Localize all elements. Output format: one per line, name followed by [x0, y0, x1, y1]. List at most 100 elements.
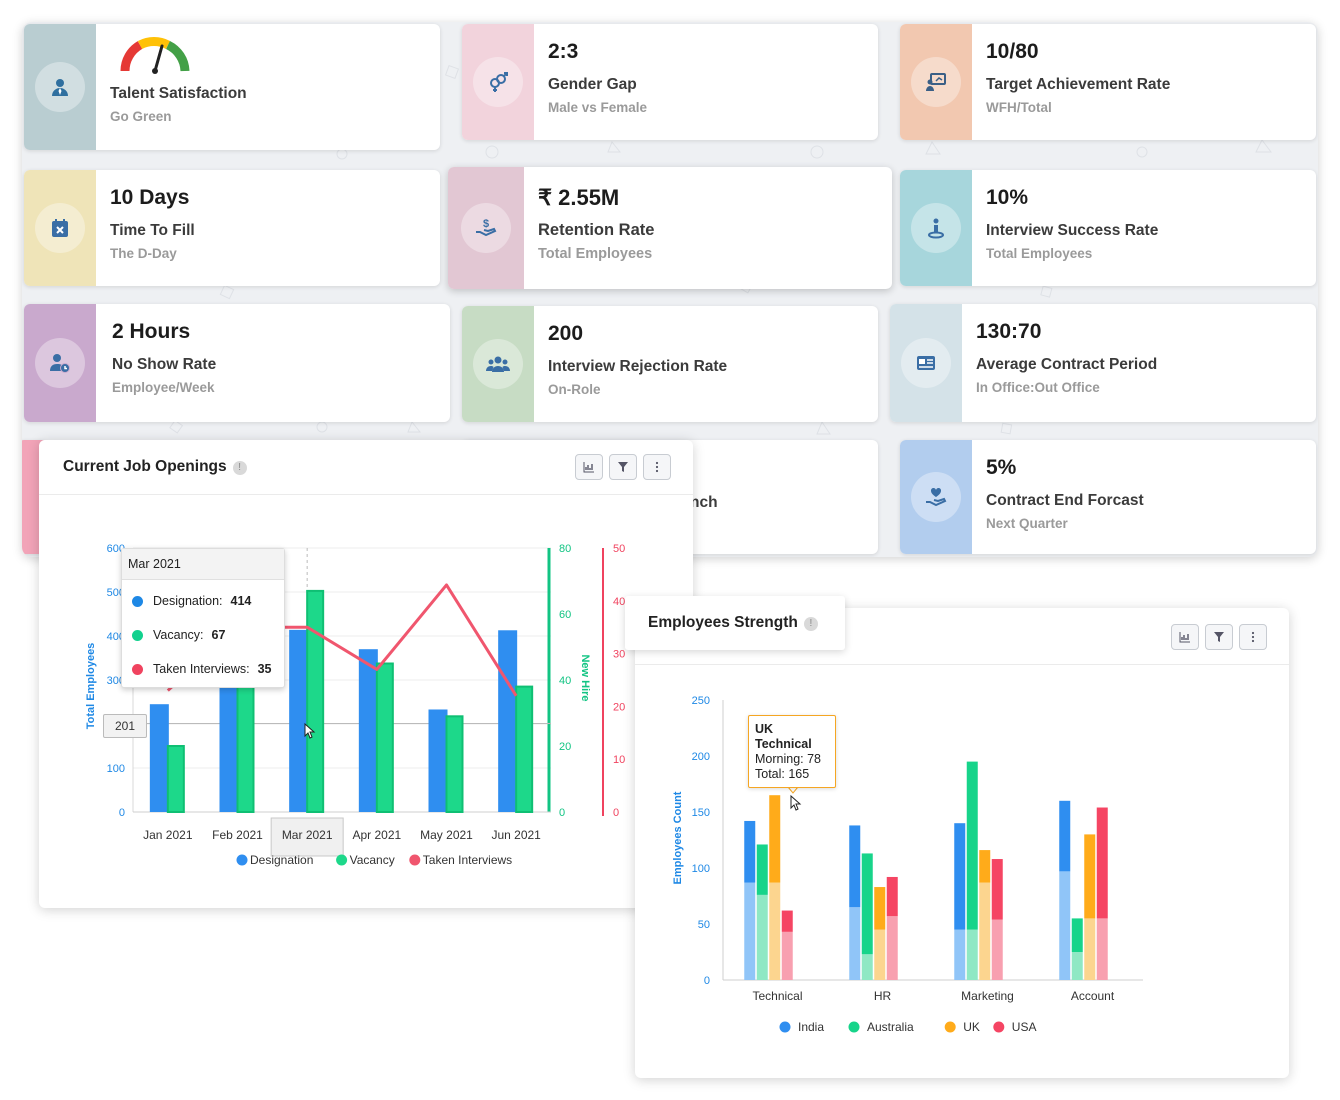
x-tick-label: HR [874, 989, 892, 1003]
bar-designation [358, 649, 378, 812]
y-tick-right: 50 [613, 543, 625, 555]
bar-uk-top [979, 850, 991, 883]
bar-vacancy [515, 685, 534, 814]
kpi-label: Interview Rejection Rate [548, 358, 728, 375]
kpi-card-no-show-rate[interactable]: 2 Hours No Show Rate Employee/Week [24, 304, 450, 422]
y-tick: 200 [692, 751, 710, 763]
job-openings-chart[interactable]: 0100200300400500600Total Employees020406… [39, 440, 693, 908]
bar-australia-top [756, 844, 768, 895]
kpi-label: Gender Gap [548, 76, 637, 93]
bar-designation [219, 675, 239, 812]
person-pin-icon [928, 218, 944, 239]
bar-uk-base [979, 882, 991, 980]
legend-marker [848, 1021, 860, 1033]
legend-marker [336, 854, 348, 866]
gender-icon [490, 72, 508, 92]
kpi-icon-panel [900, 170, 972, 286]
bar-usa-base [781, 931, 793, 980]
x-tick-label: Technical [752, 989, 802, 1003]
employees-strength-chart[interactable]: 0 50 100 150 200 250 Employees Count Technical H… [635, 608, 1289, 1078]
y-tick: 0 [704, 975, 710, 987]
presentation-icon [926, 73, 946, 91]
info-icon[interactable]: ! [232, 461, 247, 475]
kpi-icon-panel [24, 24, 96, 150]
kpi-value: 5% [986, 456, 1017, 479]
kpi-card-target-achievement[interactable]: 10/80 Target Achievement Rate WFH/Total [900, 24, 1316, 140]
kpi-icon-panel [900, 440, 972, 554]
hand-money-icon: $ [476, 218, 497, 237]
kpi-card-average-contract[interactable]: 130:70 Average Contract Period In Office… [890, 304, 1316, 422]
bar-india-base [954, 929, 966, 980]
bar-australia-base [1071, 952, 1083, 980]
kpi-sub: On-Role [548, 382, 601, 397]
kpi-sub: Total Employees [986, 246, 1093, 261]
tooltip-label: Taken Interviews: [153, 662, 250, 676]
legend-label: UK [963, 1020, 980, 1034]
y-tick: 150 [692, 807, 710, 819]
kpi-card-retention-rate[interactable]: $ ₹ 2.55M Retention Rate Total Employees [448, 167, 892, 289]
y-tick-right: 0 [613, 807, 619, 819]
legend-marker [409, 854, 421, 866]
legend-marker [779, 1021, 791, 1033]
tooltip-line2: Total: 165 [755, 767, 810, 781]
y-tick-left: 600 [107, 543, 125, 555]
x-tick-label: Feb 2021 [212, 828, 263, 842]
kpi-sub: Go Green [110, 109, 172, 124]
x-tick-label: Jan 2021 [143, 828, 193, 842]
x-tick-label: Mar 2021 [282, 828, 333, 842]
card-divider [39, 494, 693, 495]
info-icon[interactable]: ! [803, 617, 818, 631]
bar-uk-base [769, 882, 781, 980]
y-tick-right: 20 [613, 701, 625, 713]
chart-icon [583, 462, 594, 473]
chart-type-button[interactable] [575, 454, 603, 480]
users-icon [486, 356, 510, 372]
card-title: Employees Strength [648, 614, 798, 631]
bar-vacancy [375, 662, 394, 813]
kpi-label: Retention Rate [538, 221, 655, 239]
legend-marker [236, 854, 248, 866]
employees-strength-header: Employees Strength! [625, 596, 845, 650]
kpi-card-time-to-fill[interactable]: 10 Days Time To Fill The D-Day [24, 170, 440, 286]
bar-usa-base [991, 919, 1003, 980]
tooltip-rows: Designation: 414 Vacancy: 67 Taken Interview… [122, 584, 284, 686]
kpi-icon-panel [462, 24, 534, 140]
more-button[interactable] [1239, 624, 1267, 650]
bar-usa-top [991, 859, 1003, 920]
kpi-icon-panel [900, 24, 972, 140]
y-axis-label-mid: New Hire [579, 654, 591, 701]
calendar-x-icon [52, 219, 68, 237]
bar-vacancy [166, 745, 185, 813]
legend-marker [944, 1021, 956, 1033]
chart-type-button[interactable] [1171, 624, 1199, 650]
kpi-value: 10% [986, 186, 1029, 209]
y-tick-left: 100 [107, 763, 125, 775]
filter-button[interactable] [609, 454, 637, 480]
kpi-icon-panel [890, 304, 962, 422]
y-tick: 100 [692, 863, 710, 875]
filter-button[interactable] [1205, 624, 1233, 650]
kpi-card-gender-gap[interactable]: 2:3 Gender Gap Male vs Female [462, 24, 878, 140]
filter-icon [618, 462, 628, 472]
job-openings-card: Current Job Openings! 010020030040050060… [39, 440, 693, 908]
bar-vacancy [306, 589, 325, 813]
bar-uk-base [874, 929, 886, 980]
kpi-card-talent-satisfaction[interactable]: Talent Satisfaction Go Green [24, 24, 440, 150]
kpi-value: 10 Days [110, 186, 190, 209]
legend-label: USA [1012, 1020, 1037, 1034]
tooltip-dot [132, 629, 143, 641]
bar-india-top [744, 820, 756, 883]
satisfaction-gauge [120, 37, 190, 74]
bar-vacancy [445, 715, 464, 813]
more-button[interactable] [643, 454, 671, 480]
bar-uk-top [1084, 834, 1096, 919]
bar-designation [428, 709, 448, 812]
kpi-card-interview-success[interactable]: 10% Interview Success Rate Total Employe… [900, 170, 1316, 286]
bar-designation [149, 704, 169, 812]
tooltip-value: 35 [257, 662, 272, 676]
y-tick-mid: 60 [559, 609, 571, 621]
bar-uk-top [874, 887, 886, 930]
kpi-card-interview-rejection[interactable]: 200 Interview Rejection Rate On-Role [462, 306, 878, 422]
kpi-card-contract-end[interactable]: 5% Contract End Forcast Next Quarter [900, 440, 1316, 554]
tooltip-dot [132, 595, 143, 607]
